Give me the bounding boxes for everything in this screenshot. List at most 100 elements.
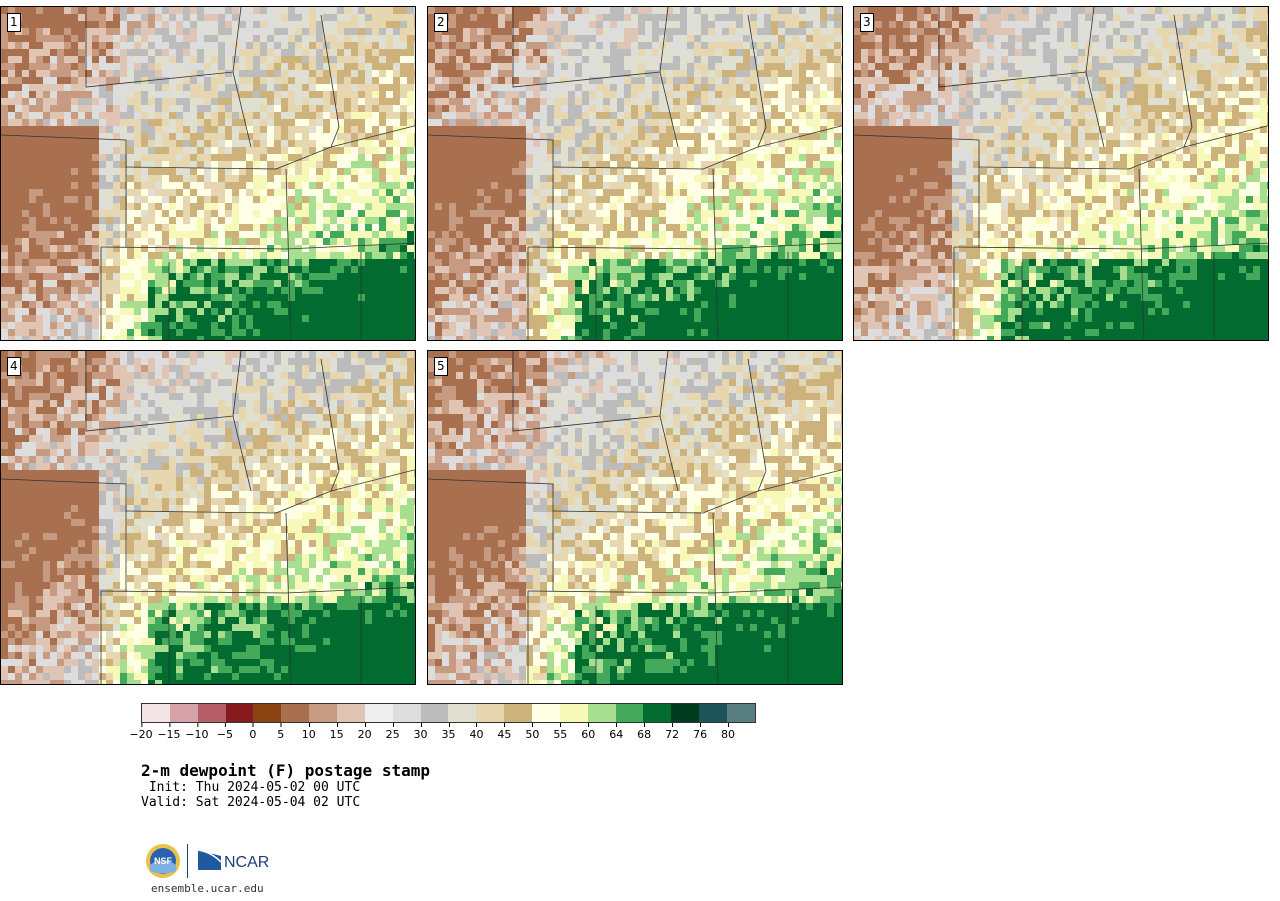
- state-boundary: [85, 351, 252, 492]
- colorbar-swatch: [476, 704, 505, 722]
- state-boundary: [428, 134, 554, 247]
- member-label: 5: [434, 357, 448, 376]
- colorbar-tick-label: −15: [157, 723, 181, 741]
- state-boundary: [978, 166, 1130, 170]
- nsf-logo-text: NSF: [154, 856, 173, 866]
- postage-stamp-panel-3: 3: [853, 6, 1269, 341]
- state-boundary: [938, 7, 1105, 148]
- colorbar-swatch: [253, 704, 282, 722]
- dewpoint-field-map: [428, 351, 842, 684]
- state-boundary: [659, 351, 669, 417]
- colorbar-tick-label: 60: [581, 723, 595, 741]
- colorbar-tick-label: 35: [442, 723, 456, 741]
- colorbar-tick-label: 45: [497, 723, 511, 741]
- state-boundary: [1173, 14, 1193, 148]
- colorbar-swatch: [281, 704, 310, 722]
- colorbar-swatch: [587, 704, 616, 722]
- colorbar-tick-label: −20: [129, 723, 153, 741]
- colorbar-swatch: [337, 704, 365, 722]
- state-boundary: [125, 510, 277, 514]
- dewpoint-field-map: [428, 7, 842, 340]
- colorbar-swatch: [671, 704, 700, 722]
- state-boundary: [1085, 7, 1095, 73]
- state-boundary: [232, 351, 242, 417]
- state-boundary: [85, 7, 252, 148]
- colorbar-swatch: [309, 704, 338, 722]
- colorbar-swatch: [197, 704, 226, 722]
- postage-stamp-panel-4: 4: [0, 350, 416, 685]
- colorbar-swatch: [392, 704, 421, 722]
- state-boundary: [527, 586, 842, 594]
- state-boundary: [100, 242, 415, 250]
- dewpoint-field-map: [1, 351, 415, 684]
- state-boundary: [512, 7, 679, 148]
- state-boundary: [1, 478, 127, 591]
- state-boundary: [320, 358, 340, 492]
- colorbar-swatch: [142, 704, 170, 722]
- ncar-logo-text: NCAR: [224, 854, 269, 871]
- postage-stamp-panel-1: 1: [0, 6, 416, 341]
- state-boundary: [712, 512, 719, 684]
- state-boundary: [275, 125, 415, 170]
- website-link[interactable]: ensemble.ucar.edu: [151, 882, 264, 895]
- valid-time: Valid: Sat 2024-05-04 02 UTC: [141, 795, 361, 810]
- state-boundary: [747, 358, 767, 492]
- colorbar-tick-label: −10: [185, 723, 209, 741]
- state-boundary: [428, 478, 554, 591]
- colorbar-tick-label: 5: [277, 723, 284, 741]
- state-boundary: [285, 168, 292, 340]
- colorbar-tick-label: 80: [721, 723, 735, 741]
- state-boundary: [854, 134, 980, 247]
- colorbar-swatch: [699, 704, 728, 722]
- init-time: Init: Thu 2024-05-02 00 UTC: [141, 780, 361, 795]
- colorbar-tick-label: 50: [525, 723, 539, 741]
- nsf-logo: NSF: [146, 844, 180, 878]
- colorbar-swatch: [420, 704, 449, 722]
- colorbar-swatch: [727, 704, 755, 722]
- colorbar-tick-label: 72: [665, 723, 679, 741]
- colorbar-tick-label: 76: [693, 723, 707, 741]
- state-boundary: [275, 469, 415, 514]
- colorbar: [141, 703, 756, 723]
- colorbar-swatch: [615, 704, 644, 722]
- state-boundary: [1, 134, 127, 247]
- colorbar-tick-label: 25: [386, 723, 400, 741]
- state-boundary: [512, 351, 679, 492]
- state-boundary: [953, 242, 1268, 250]
- colorbar-tick-label: −5: [217, 723, 233, 741]
- postage-stamp-panel-5: 5: [427, 350, 843, 685]
- state-boundary: [552, 166, 704, 170]
- member-label: 2: [434, 13, 448, 32]
- colorbar-swatch: [169, 704, 198, 722]
- state-boundary: [527, 242, 842, 250]
- colorbar-swatch: [643, 704, 672, 722]
- state-boundary: [232, 7, 242, 73]
- state-boundary: [747, 14, 767, 148]
- chart-title: 2-m dewpoint (F) postage stamp: [141, 761, 430, 780]
- colorbar-tick-label: 10: [302, 723, 316, 741]
- state-boundary: [702, 469, 842, 514]
- colorbar-tick-label: 55: [553, 723, 567, 741]
- logo-separator: [187, 844, 188, 878]
- colorbar-tick-label: 68: [637, 723, 651, 741]
- state-boundary: [1128, 125, 1268, 170]
- postage-stamp-panel-2: 2: [427, 6, 843, 341]
- state-boundary: [552, 510, 704, 514]
- colorbar-swatch: [364, 704, 393, 722]
- colorbar-tick-label: 64: [609, 723, 623, 741]
- colorbar-swatch: [448, 704, 477, 722]
- colorbar-swatch: [559, 704, 588, 722]
- state-boundary: [125, 166, 277, 170]
- colorbar-tick-label: 0: [249, 723, 256, 741]
- state-boundary: [659, 7, 669, 73]
- colorbar-swatch: [532, 704, 560, 722]
- state-boundary: [702, 125, 842, 170]
- ncar-logo: NCAR: [197, 849, 269, 871]
- member-label: 1: [7, 13, 21, 32]
- colorbar-tick-label: 30: [414, 723, 428, 741]
- colorbar-swatch: [504, 704, 533, 722]
- member-label: 3: [860, 13, 874, 32]
- colorbar-tick-label: 20: [358, 723, 372, 741]
- state-boundary: [320, 14, 340, 148]
- colorbar-ticks: −20 −15 −10 −5 0 5 10 15 20 25 30 35 40 45 50 55 60 64 68 7…: [129, 723, 756, 743]
